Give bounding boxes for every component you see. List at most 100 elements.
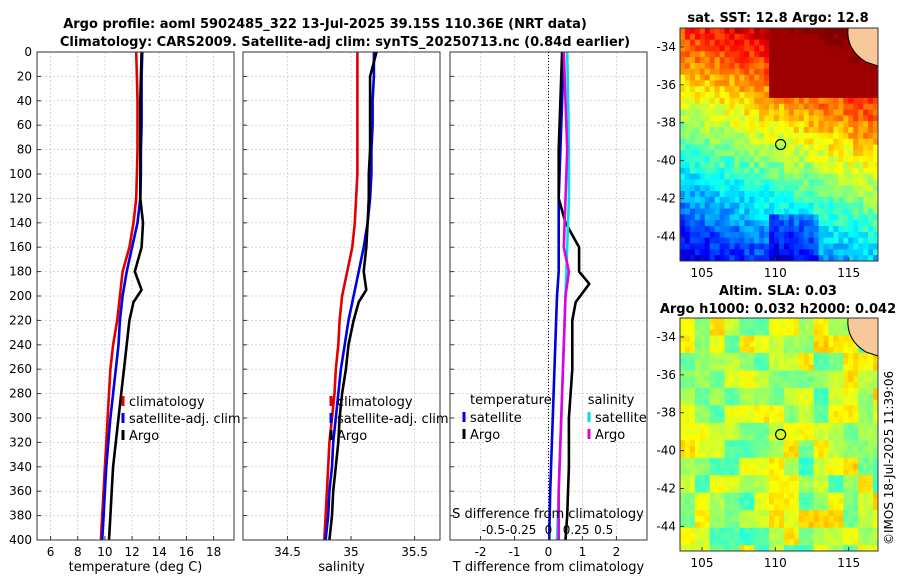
map-cell (689, 382, 696, 389)
map-cell (868, 97, 874, 105)
map-cell (719, 451, 726, 459)
map-cell (714, 185, 721, 192)
map-cell (803, 249, 810, 256)
map-cell (774, 237, 780, 245)
map-cell (739, 103, 745, 111)
map-cell (808, 451, 815, 459)
map-cell (684, 475, 691, 482)
map-cell (793, 323, 800, 331)
map-cell (793, 231, 800, 239)
map-cell (704, 510, 711, 517)
map-cell (833, 33, 839, 41)
map-cell (843, 109, 849, 116)
map-cell (803, 451, 810, 459)
map-cell (808, 51, 815, 58)
map-cell (724, 167, 730, 175)
map-cell (798, 109, 805, 116)
map-cell (833, 127, 839, 134)
map-cell (868, 144, 874, 151)
map-cell (719, 318, 726, 325)
map-cell (729, 92, 735, 99)
map-cell (714, 28, 721, 35)
map-cell (848, 243, 854, 250)
map-cell (808, 62, 815, 70)
map-cell (749, 527, 755, 535)
map-cell (769, 387, 775, 395)
map-cell (783, 399, 790, 406)
map-cell (818, 208, 825, 215)
map-cell (749, 347, 755, 354)
map-cell (808, 115, 815, 122)
map-cell (808, 167, 815, 175)
map-cell (813, 138, 820, 146)
map-cell (709, 92, 716, 99)
map-cell (793, 451, 800, 459)
map-cell (828, 539, 834, 546)
map-cell (779, 516, 785, 523)
map-cell (704, 364, 711, 371)
map-cell (823, 504, 829, 511)
map-cell (709, 492, 716, 500)
map-cell (734, 475, 740, 482)
map-cell (828, 80, 834, 87)
map-cell (719, 33, 726, 41)
map-cell (863, 243, 869, 250)
map-cell (774, 516, 780, 523)
map-cell (868, 382, 874, 389)
map-cell (813, 411, 820, 418)
map-cell (680, 428, 686, 436)
map-cell (808, 237, 815, 245)
map-cell (704, 463, 711, 470)
map-cell (769, 74, 775, 81)
map-cell (843, 329, 849, 336)
map-cell (759, 376, 765, 383)
map-cell (853, 504, 859, 511)
map-cell (798, 208, 805, 215)
map-cell (704, 45, 711, 52)
map-cell (813, 469, 820, 476)
map-cell (739, 173, 745, 180)
map-cell (774, 411, 780, 418)
map-cell (680, 202, 686, 210)
map-cell (704, 57, 711, 64)
map-cell (813, 109, 820, 116)
map-cell (823, 358, 829, 366)
map-cell (808, 127, 815, 134)
map-cell (754, 237, 760, 245)
map-cell (724, 173, 730, 180)
map-cell (764, 132, 770, 140)
map-cell (783, 220, 790, 227)
map-cell (779, 103, 785, 111)
map-cell (868, 237, 874, 245)
map-cell (680, 97, 686, 105)
map-cell (749, 39, 755, 46)
map-cell (709, 428, 716, 436)
map-cell (729, 463, 735, 470)
map-cell (783, 382, 790, 389)
map-cell (769, 249, 775, 256)
map-cell (798, 144, 805, 151)
map-cell (699, 417, 706, 424)
map-cell (704, 341, 711, 348)
map-cell (739, 422, 745, 430)
map-cell (788, 545, 795, 552)
map-cell (769, 422, 775, 430)
map-cell (798, 341, 805, 348)
map-cell (769, 196, 775, 204)
map-cell (754, 469, 760, 476)
map-cell (828, 39, 834, 46)
map-cell (828, 393, 834, 401)
map-cell (858, 191, 864, 198)
map-cell (719, 382, 726, 389)
map-cell (734, 156, 740, 163)
map-cell (818, 498, 825, 505)
map-cell (783, 417, 790, 424)
map-cell (808, 510, 815, 517)
map-cell (694, 57, 701, 64)
map-cell (863, 364, 869, 371)
map-cell (694, 516, 701, 523)
map-cell (704, 382, 711, 389)
map-cell (788, 446, 795, 453)
map-cell (744, 446, 750, 453)
map-cell (813, 393, 820, 401)
